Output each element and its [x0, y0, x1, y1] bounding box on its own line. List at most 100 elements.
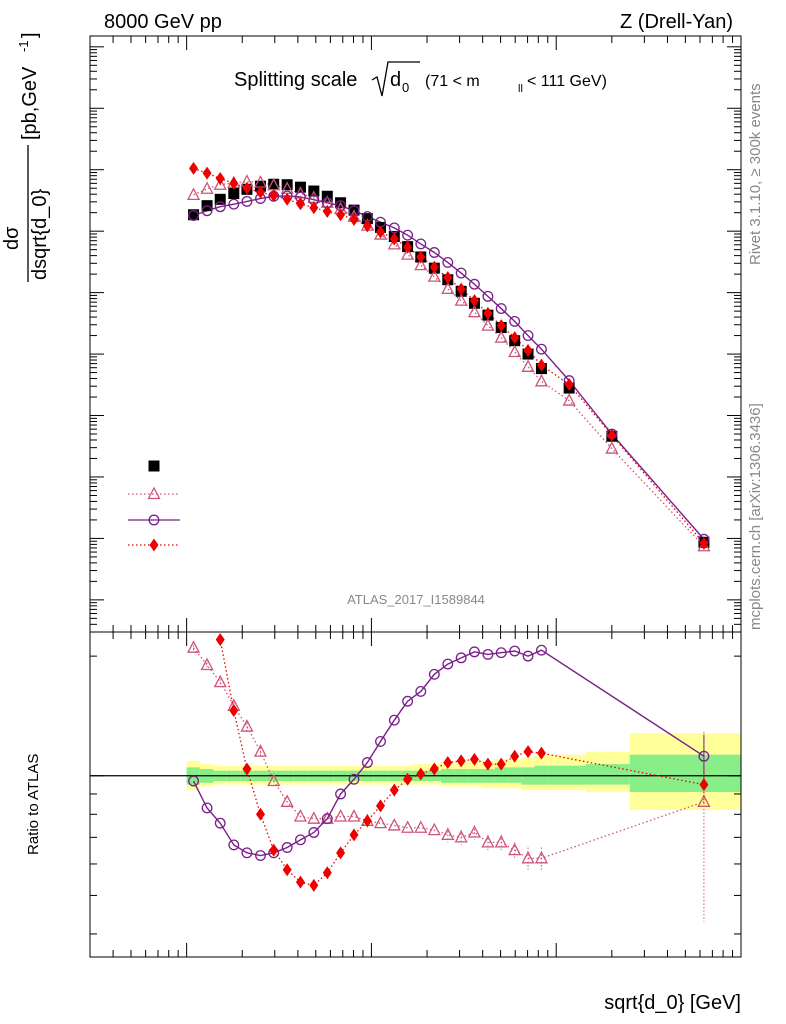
main-point-1: [494, 330, 508, 343]
ratio-point-1: [255, 850, 266, 861]
ratio-point-2: [510, 749, 520, 763]
ratio-point-0: [293, 809, 308, 822]
watermark: ATLAS_2017_I1589844: [347, 592, 485, 607]
ylabel-num: dσ: [1, 226, 23, 250]
ratio-point-2: [429, 762, 439, 776]
ratio-point-1: [402, 695, 414, 707]
main-point-3: [269, 189, 279, 203]
ratio-point-0: [200, 657, 214, 671]
ratio-point-0: [481, 834, 495, 848]
ratio-point-2: [309, 878, 319, 892]
main-point-3: [389, 232, 399, 246]
ratio-data: [90, 470, 741, 922]
main-point-1: [508, 344, 522, 358]
main-point-3: [202, 166, 212, 180]
main-frame: [89, 35, 742, 633]
ratio-point-1: [294, 834, 306, 846]
ratio-point-2: [255, 807, 265, 821]
ratio-point-2: [269, 843, 279, 857]
ratio-point-2: [282, 863, 292, 877]
main-point-1: [467, 304, 482, 318]
ratio-point-1: [321, 813, 333, 825]
ratio-point-0: [494, 834, 508, 848]
main-point-2: [522, 330, 534, 342]
ratio-point-0: [253, 744, 268, 757]
ratio-point-0: [267, 773, 281, 787]
main-point-3: [443, 271, 453, 285]
ratio-point-2: [295, 875, 305, 889]
ratio-point-1: [241, 847, 253, 859]
legend-item: [128, 538, 180, 552]
title-range-end: < 111 GeV): [527, 73, 607, 90]
main-point-3: [456, 282, 466, 296]
ylabel-unit-sup: -1: [16, 40, 31, 52]
legend-marker: [149, 538, 159, 552]
main-point-1: [387, 236, 401, 250]
header-right: Z (Drell-Yan): [620, 11, 733, 33]
ratio-point-0: [280, 794, 294, 807]
ratio-point-0: [534, 850, 549, 864]
rivet-label: Rivet 3.1.10, ≥ 300k events: [747, 83, 764, 265]
main-point-3: [362, 219, 372, 233]
legend-item: [128, 514, 180, 526]
main-point-1: [401, 247, 415, 260]
ratio-frame: [89, 631, 742, 958]
main-point-2: [535, 343, 547, 355]
ratio-point-0: [441, 827, 455, 841]
ratio-point-0: [427, 822, 441, 836]
main-point-3: [607, 428, 617, 442]
main-point-2: [455, 267, 467, 279]
main-point-1: [427, 269, 441, 282]
ratio-point-2: [403, 772, 413, 786]
main-point-2: [214, 201, 226, 213]
legend-marker: [148, 460, 160, 472]
ratio-point-2: [322, 866, 332, 880]
ratio-point-2: [362, 814, 372, 828]
ratio-point-1: [308, 827, 320, 838]
series-line-3: [193, 167, 705, 544]
title-sqrt-icon: [371, 61, 420, 97]
ratio-point-0: [467, 825, 482, 838]
ratio-point-2: [189, 470, 198, 483]
main-point-2: [468, 278, 480, 290]
main-point-3: [215, 171, 225, 185]
x-axis-label: sqrt{d_0} [GeV]: [604, 992, 741, 1014]
chart-title: Splitting scale d 0 (71 < m ll < 111 GeV…: [234, 61, 607, 97]
ratio-point-1: [375, 736, 386, 747]
ratio-point-1: [348, 773, 360, 785]
ratio-point-1: [415, 685, 427, 697]
main-point-0: [268, 178, 280, 190]
ratio-point-1: [201, 802, 213, 814]
main-point-3: [510, 331, 520, 345]
ratio-point-0: [307, 811, 321, 824]
ratio-point-0: [347, 809, 361, 822]
main-point-2: [482, 290, 494, 302]
main-point-3: [429, 260, 439, 274]
ratio-point-0: [373, 815, 388, 829]
ratio-point-0: [508, 842, 522, 856]
main-point-3: [189, 161, 199, 175]
main-point-3: [336, 208, 346, 222]
ratio-point-1: [388, 714, 400, 726]
main-point-3: [469, 294, 479, 308]
title-range: (71 < m: [425, 73, 480, 90]
title-symbol: d: [390, 69, 401, 91]
ylabel-unit-end: ]: [19, 32, 41, 38]
ylabel-unit: [pb,GeV: [19, 66, 41, 140]
title-sub: 0: [402, 80, 409, 95]
ratio-point-2: [203, 558, 212, 571]
main-point-1: [454, 293, 468, 306]
ratio-point-1: [509, 645, 521, 657]
main-point-2: [188, 210, 199, 221]
main-panel: [89, 35, 742, 633]
ratio-ylabel: Ratio to ATLAS: [25, 754, 42, 855]
main-point-1: [562, 393, 576, 406]
ratio-panel: [89, 470, 742, 958]
ratio-point-0: [387, 818, 401, 831]
ratio-point-0: [401, 820, 415, 833]
main-point-3: [496, 319, 506, 333]
legend-item: [128, 486, 180, 500]
ratio-point-0: [454, 829, 468, 843]
ratio-point-2: [242, 762, 252, 776]
ratio-point-1: [482, 648, 494, 660]
